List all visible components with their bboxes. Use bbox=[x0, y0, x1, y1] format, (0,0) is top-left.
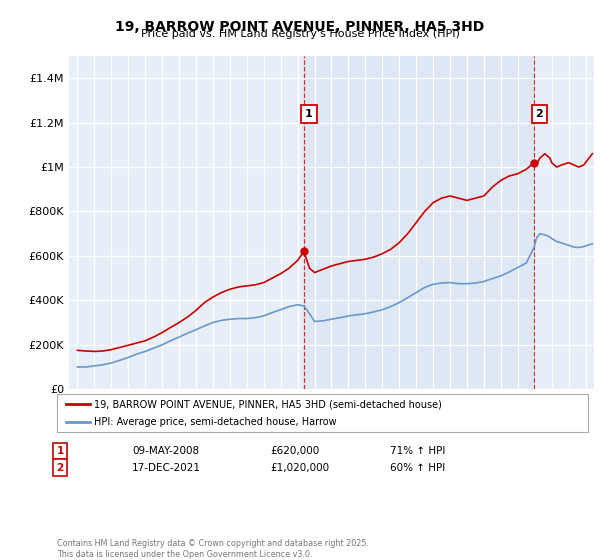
Text: 19, BARROW POINT AVENUE, PINNER, HA5 3HD: 19, BARROW POINT AVENUE, PINNER, HA5 3HD bbox=[115, 20, 485, 34]
Text: 2: 2 bbox=[535, 109, 543, 119]
Text: Price paid vs. HM Land Registry's House Price Index (HPI): Price paid vs. HM Land Registry's House … bbox=[140, 29, 460, 39]
Text: 1: 1 bbox=[56, 446, 64, 456]
Text: 60% ↑ HPI: 60% ↑ HPI bbox=[390, 463, 445, 473]
Text: £1,020,000: £1,020,000 bbox=[270, 463, 329, 473]
Text: HPI: Average price, semi-detached house, Harrow: HPI: Average price, semi-detached house,… bbox=[94, 417, 337, 427]
Text: 19, BARROW POINT AVENUE, PINNER, HA5 3HD (semi-detached house): 19, BARROW POINT AVENUE, PINNER, HA5 3HD… bbox=[94, 399, 442, 409]
Text: 2: 2 bbox=[56, 463, 64, 473]
Text: £620,000: £620,000 bbox=[270, 446, 319, 456]
Text: 09-MAY-2008: 09-MAY-2008 bbox=[132, 446, 199, 456]
Bar bbox=[304, 56, 534, 389]
Text: 17-DEC-2021: 17-DEC-2021 bbox=[132, 463, 201, 473]
Text: 1: 1 bbox=[305, 109, 313, 119]
Text: Contains HM Land Registry data © Crown copyright and database right 2025.
This d: Contains HM Land Registry data © Crown c… bbox=[57, 539, 369, 559]
Text: 71% ↑ HPI: 71% ↑ HPI bbox=[390, 446, 445, 456]
